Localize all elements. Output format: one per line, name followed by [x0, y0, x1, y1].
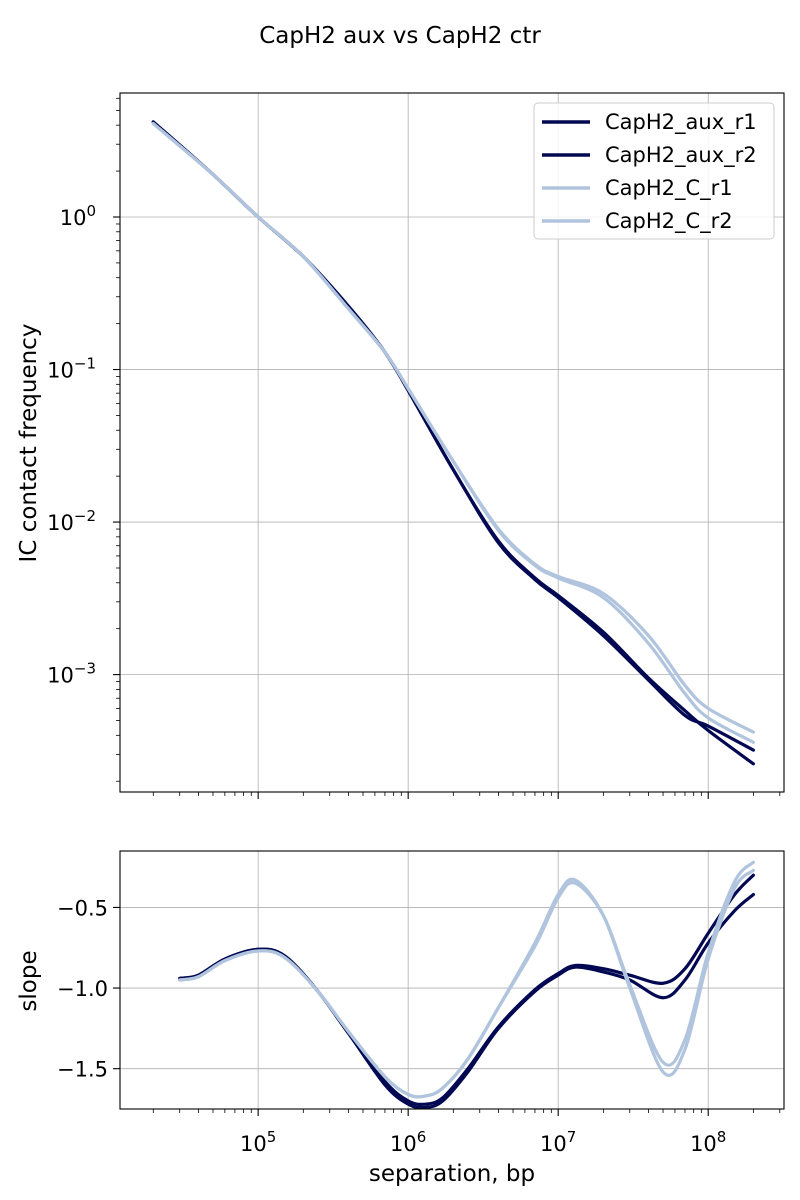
- top-y-tick-label-exponent: −3: [74, 660, 96, 678]
- bottom-y-axis-label: slope: [16, 950, 42, 1011]
- bottom-series-line-CapH2_C_r2: [178, 860, 755, 1099]
- top-y-tick-label: 10−2: [47, 507, 96, 535]
- top-y-tick-label-base: 10: [47, 359, 74, 383]
- top-y-tick-label-base: 10: [47, 664, 74, 688]
- top-y-tick-label: 10−3: [47, 660, 96, 688]
- legend-label: CapH2_aux_r2: [605, 143, 757, 168]
- bottom-series-line-CapH2_aux_r2: [178, 873, 755, 1107]
- legend-label: CapH2_aux_r1: [605, 110, 757, 135]
- top-y-axis-label: IC contact frequency: [16, 324, 42, 563]
- bottom-x-tick-label-exponent: 5: [267, 1128, 277, 1146]
- legend-label: CapH2_C_r2: [605, 209, 733, 234]
- bottom-x-tick-labels: 105 106 107 108: [240, 1128, 726, 1156]
- top-y-tick-label-base: 10: [60, 206, 87, 230]
- bottom-x-tick-label: 105: [240, 1128, 276, 1156]
- figure-title: CapH2 aux vs CapH2 ctr: [259, 23, 541, 49]
- bottom-panel: −0.5−1.0−1.5 105 106 107 108 slope separati…: [16, 850, 785, 1187]
- top-y-tick-label-exponent: 0: [86, 202, 96, 220]
- bottom-x-tick-label: 106: [390, 1128, 426, 1156]
- bottom-minor-ticks: [152, 1109, 781, 1113]
- top-plot-frame: [119, 92, 785, 793]
- top-y-tick-label-exponent: −2: [74, 507, 96, 525]
- top-minor-ticks: [116, 97, 781, 796]
- bottom-y-tick-label: −0.5: [57, 896, 108, 920]
- legend: CapH2_aux_r1 CapH2_aux_r2 CapH2_C_r1 CapH2_…: [533, 102, 775, 240]
- bottom-x-tick-label: 107: [540, 1128, 576, 1156]
- bottom-x-tick-label-exponent: 6: [417, 1128, 427, 1146]
- top-y-tick-label: 100: [60, 202, 96, 230]
- legend-box: [533, 102, 775, 240]
- bottom-x-tick-label: 108: [690, 1128, 726, 1156]
- bottom-x-tick-label-base: 10: [240, 1132, 267, 1156]
- bottom-y-tick-label: −1.5: [57, 1058, 108, 1082]
- bottom-x-tick-label-base: 10: [690, 1132, 717, 1156]
- bottom-gridlines: [113, 851, 784, 1116]
- top-series-line-CapH2_C_r2: [151, 121, 755, 734]
- bottom-x-tick-label-base: 10: [390, 1132, 417, 1156]
- top-y-tick-label-base: 10: [47, 511, 74, 535]
- top-y-tick-label-exponent: −1: [74, 355, 96, 373]
- bottom-x-tick-label-exponent: 8: [717, 1128, 727, 1146]
- bottom-series-lines: [178, 860, 755, 1109]
- legend-label: CapH2_C_r1: [605, 176, 733, 201]
- bottom-y-tick-label: −1.0: [57, 977, 108, 1001]
- bottom-x-tick-label-base: 10: [540, 1132, 567, 1156]
- bottom-y-tick-labels: −0.5 −1.0 −1.5: [57, 896, 108, 1081]
- bottom-x-axis-label: separation, bp: [369, 1161, 535, 1187]
- bottom-x-tick-label-exponent: 7: [567, 1128, 577, 1146]
- bottom-plot-frame: [119, 850, 785, 1110]
- top-y-tick-label: 10−1: [47, 355, 96, 383]
- top-series-lines: [151, 120, 755, 766]
